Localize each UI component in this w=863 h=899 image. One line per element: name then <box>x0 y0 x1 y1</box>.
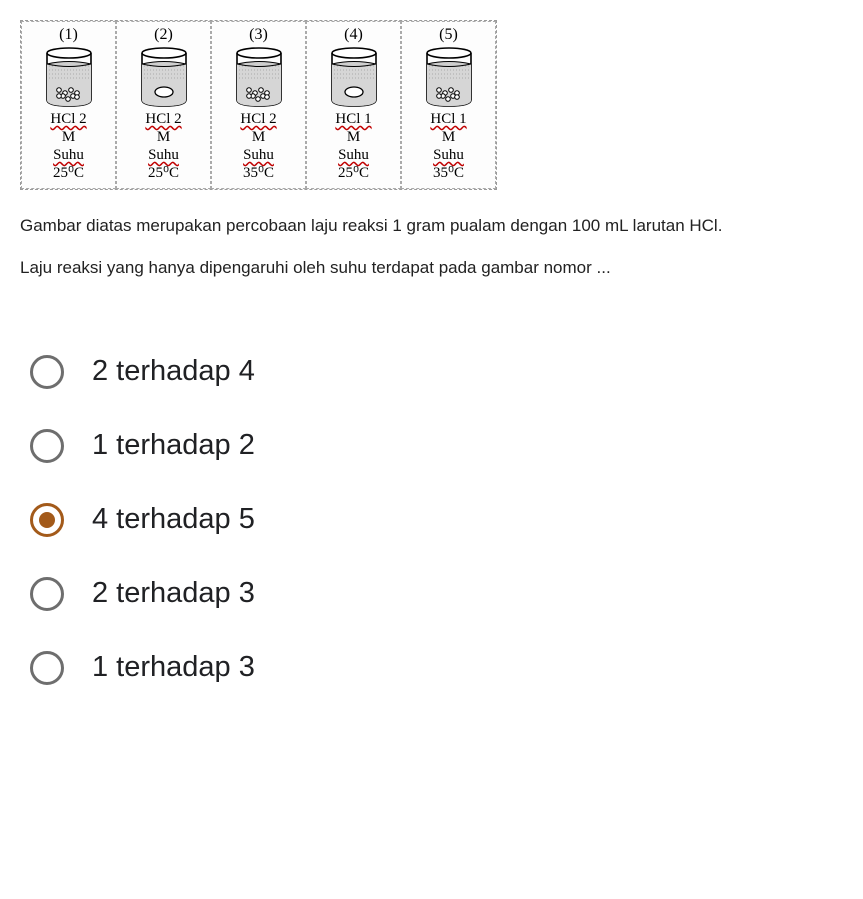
option-1[interactable]: 2 terhadap 4 <box>30 355 843 389</box>
molarity-label: M <box>311 128 396 146</box>
beaker-cell-3: (3) HCl 2 M Suhu 35⁰C <box>211 21 306 189</box>
beaker-labels: HCl 1 M Suhu 25⁰C <box>311 110 396 182</box>
suhu-label: Suhu <box>338 147 369 163</box>
molarity-label: M <box>121 128 206 146</box>
question-text-line-1: Gambar diatas merupakan percobaan laju r… <box>20 210 843 242</box>
beaker-number: (2) <box>121 26 206 44</box>
beaker-labels: HCl 2 M Suhu 25⁰C <box>121 110 206 182</box>
temperature-label: 35⁰C <box>406 164 491 182</box>
option-label: 2 terhadap 4 <box>92 355 255 388</box>
suhu-label: Suhu <box>53 147 84 163</box>
beaker-icon <box>135 46 193 108</box>
beaker-cell-1: (1) HCl 2 M Suhu 25⁰C <box>21 21 116 189</box>
beaker-diagram-row: (1) HCl 2 M Suhu 25⁰C (2) <box>20 20 497 190</box>
option-label: 1 terhadap 3 <box>92 651 255 684</box>
beaker-number: (3) <box>216 26 301 44</box>
beaker-icon <box>325 46 383 108</box>
option-label: 1 terhadap 2 <box>92 429 255 462</box>
concentration-label: HCl 2 <box>145 111 181 127</box>
beaker-cell-5: (5) HCl 1 M Suhu 35⁰C <box>401 21 496 189</box>
radio-icon[interactable] <box>30 651 64 685</box>
beaker-cell-2: (2) HCl 2 M Suhu 25⁰C <box>116 21 211 189</box>
option-2[interactable]: 1 terhadap 2 <box>30 429 843 463</box>
radio-icon[interactable] <box>30 577 64 611</box>
concentration-label: HCl 2 <box>50 111 86 127</box>
radio-dot-icon <box>39 512 55 528</box>
molarity-label: M <box>26 128 111 146</box>
question-block: (1) HCl 2 M Suhu 25⁰C (2) <box>0 0 863 285</box>
beaker-number: (4) <box>311 26 396 44</box>
suhu-label: Suhu <box>243 147 274 163</box>
suhu-label: Suhu <box>148 147 179 163</box>
molarity-label: M <box>406 128 491 146</box>
option-4[interactable]: 2 terhadap 3 <box>30 577 843 611</box>
suhu-label: Suhu <box>433 147 464 163</box>
beaker-icon <box>40 46 98 108</box>
temperature-label: 25⁰C <box>311 164 396 182</box>
temperature-label: 25⁰C <box>26 164 111 182</box>
option-5[interactable]: 1 terhadap 3 <box>30 651 843 685</box>
concentration-label: HCl 1 <box>335 111 371 127</box>
radio-icon[interactable] <box>30 503 64 537</box>
concentration-label: HCl 1 <box>430 111 466 127</box>
question-text-line-2: Laju reaksi yang hanya dipengaruhi oleh … <box>20 252 843 284</box>
options-list: 2 terhadap 4 1 terhadap 2 4 terhadap 5 2… <box>0 295 863 745</box>
beaker-cell-4: (4) HCl 1 M Suhu 25⁰C <box>306 21 401 189</box>
beaker-icon <box>230 46 288 108</box>
beaker-number: (1) <box>26 26 111 44</box>
beaker-labels: HCl 1 M Suhu 35⁰C <box>406 110 491 182</box>
concentration-label: HCl 2 <box>240 111 276 127</box>
radio-icon[interactable] <box>30 355 64 389</box>
option-label: 4 terhadap 5 <box>92 503 255 536</box>
beaker-labels: HCl 2 M Suhu 25⁰C <box>26 110 111 182</box>
beaker-icon <box>420 46 478 108</box>
molarity-label: M <box>216 128 301 146</box>
beaker-number: (5) <box>406 26 491 44</box>
temperature-label: 25⁰C <box>121 164 206 182</box>
option-label: 2 terhadap 3 <box>92 577 255 610</box>
temperature-label: 35⁰C <box>216 164 301 182</box>
beaker-labels: HCl 2 M Suhu 35⁰C <box>216 110 301 182</box>
option-3[interactable]: 4 terhadap 5 <box>30 503 843 537</box>
radio-icon[interactable] <box>30 429 64 463</box>
